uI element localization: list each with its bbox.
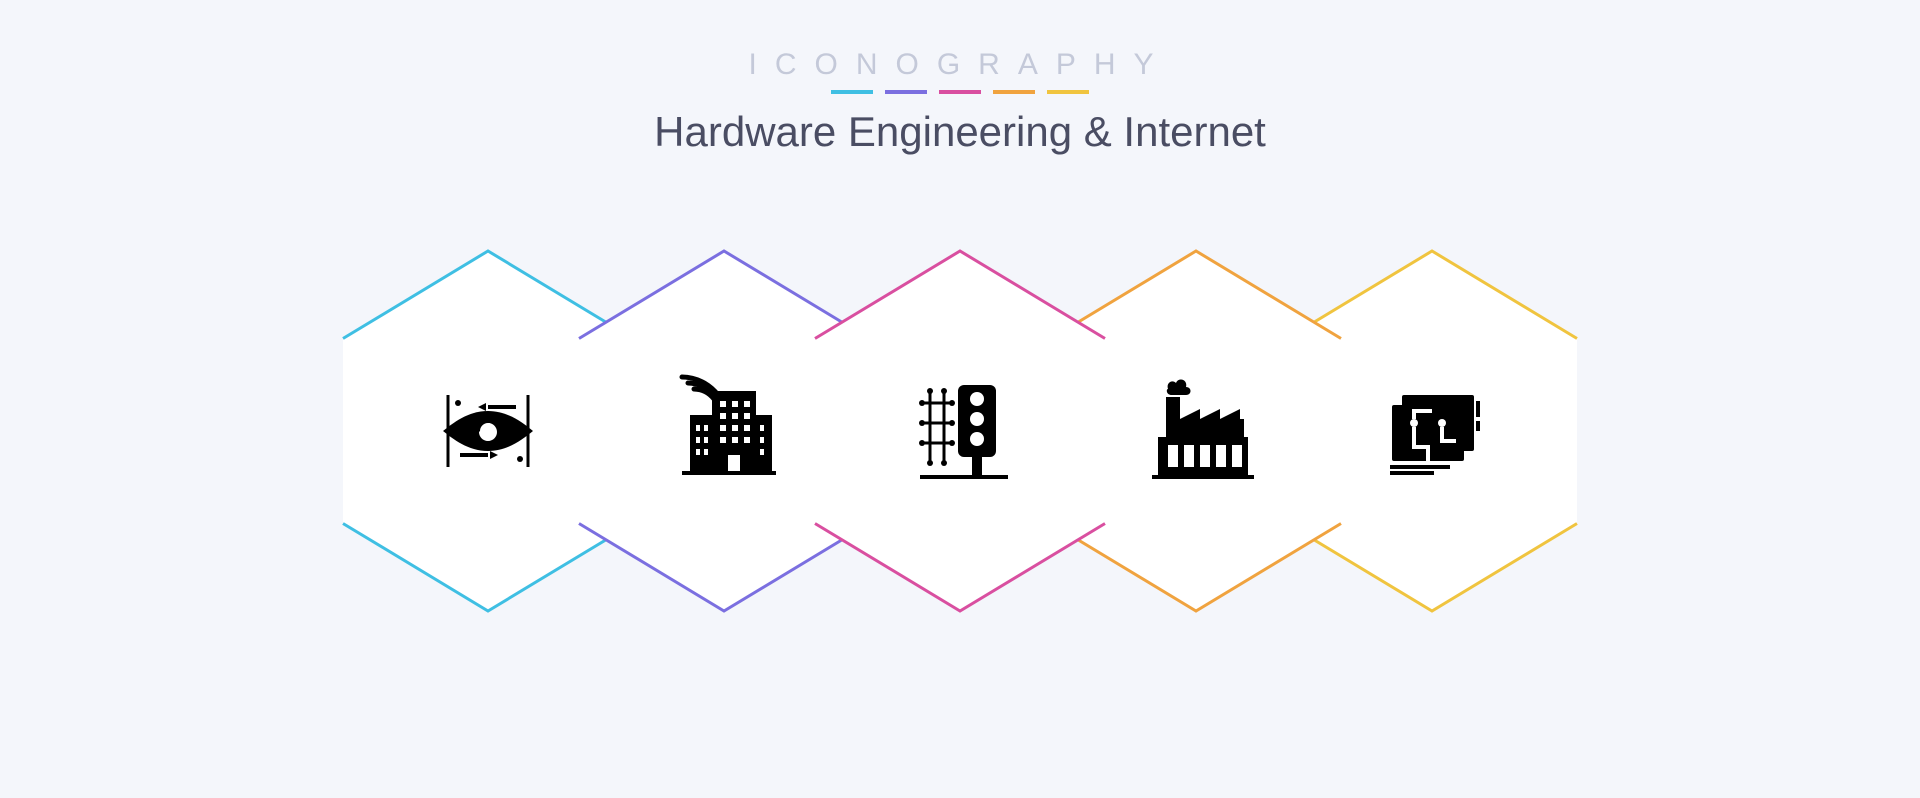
underline-segment xyxy=(831,90,873,94)
underline-segment xyxy=(885,90,927,94)
brand-title: ICONOGRAPHY xyxy=(654,48,1266,82)
underline-segment xyxy=(939,90,981,94)
factory-icon xyxy=(1136,371,1256,491)
underline-segment xyxy=(1047,90,1089,94)
pack-subtitle: Hardware Engineering & Internet xyxy=(654,108,1266,156)
traffic-light-icon xyxy=(900,371,1020,491)
circuit-board-icon xyxy=(1372,371,1492,491)
hexagon-row xyxy=(370,246,1550,616)
smart-building-icon xyxy=(664,371,784,491)
eye-vision-icon xyxy=(428,371,548,491)
underline-segment xyxy=(993,90,1035,94)
accent-underlines xyxy=(654,90,1266,94)
header: ICONOGRAPHY Hardware Engineering & Inter… xyxy=(654,48,1266,156)
hexagon-card xyxy=(800,246,1120,616)
